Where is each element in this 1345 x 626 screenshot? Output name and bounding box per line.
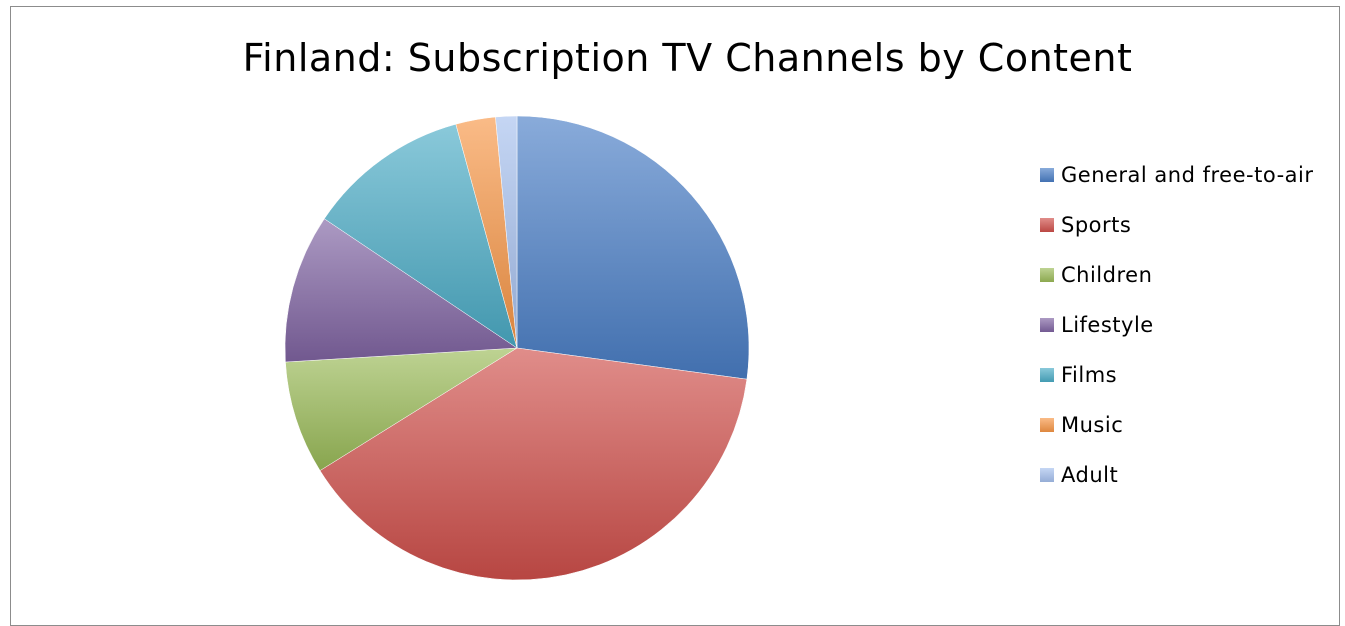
legend-item: Films <box>1040 350 1340 400</box>
legend-swatch <box>1040 368 1054 382</box>
legend-item: Lifestyle <box>1040 300 1340 350</box>
legend-item: Adult <box>1040 450 1340 500</box>
chart-title: Finland: Subscription TV Channels by Con… <box>242 36 1133 80</box>
pie-slice-general-and-free-to-air <box>516 115 750 380</box>
legend-swatch <box>1040 318 1054 332</box>
legend-label: General and free-to-air <box>1061 163 1314 187</box>
pie-slice-films <box>323 123 518 349</box>
legend-label: Sports <box>1061 213 1132 237</box>
chart-legend: General and free-to-air Sports Children … <box>1040 150 1340 500</box>
legend-item: Children <box>1040 250 1340 300</box>
legend-swatch <box>1040 218 1054 232</box>
pie-slices <box>284 115 750 581</box>
legend-label: Children <box>1061 263 1153 287</box>
pie-slice-lifestyle <box>284 218 518 363</box>
pie-chart <box>284 115 750 581</box>
legend-label: Music <box>1061 413 1124 437</box>
legend-swatch <box>1040 168 1054 182</box>
legend-item: Music <box>1040 400 1340 450</box>
legend-label: Lifestyle <box>1061 313 1154 337</box>
legend-swatch <box>1040 468 1054 482</box>
pie-slice-adult <box>495 115 518 349</box>
legend-swatch <box>1040 268 1054 282</box>
legend-swatch <box>1040 418 1054 432</box>
legend-item: Sports <box>1040 200 1340 250</box>
legend-label: Adult <box>1061 463 1119 487</box>
legend-label: Films <box>1061 363 1118 387</box>
legend-item: General and free-to-air <box>1040 150 1340 200</box>
pie-slice-sports <box>319 347 748 581</box>
pie-slice-children <box>285 347 518 471</box>
